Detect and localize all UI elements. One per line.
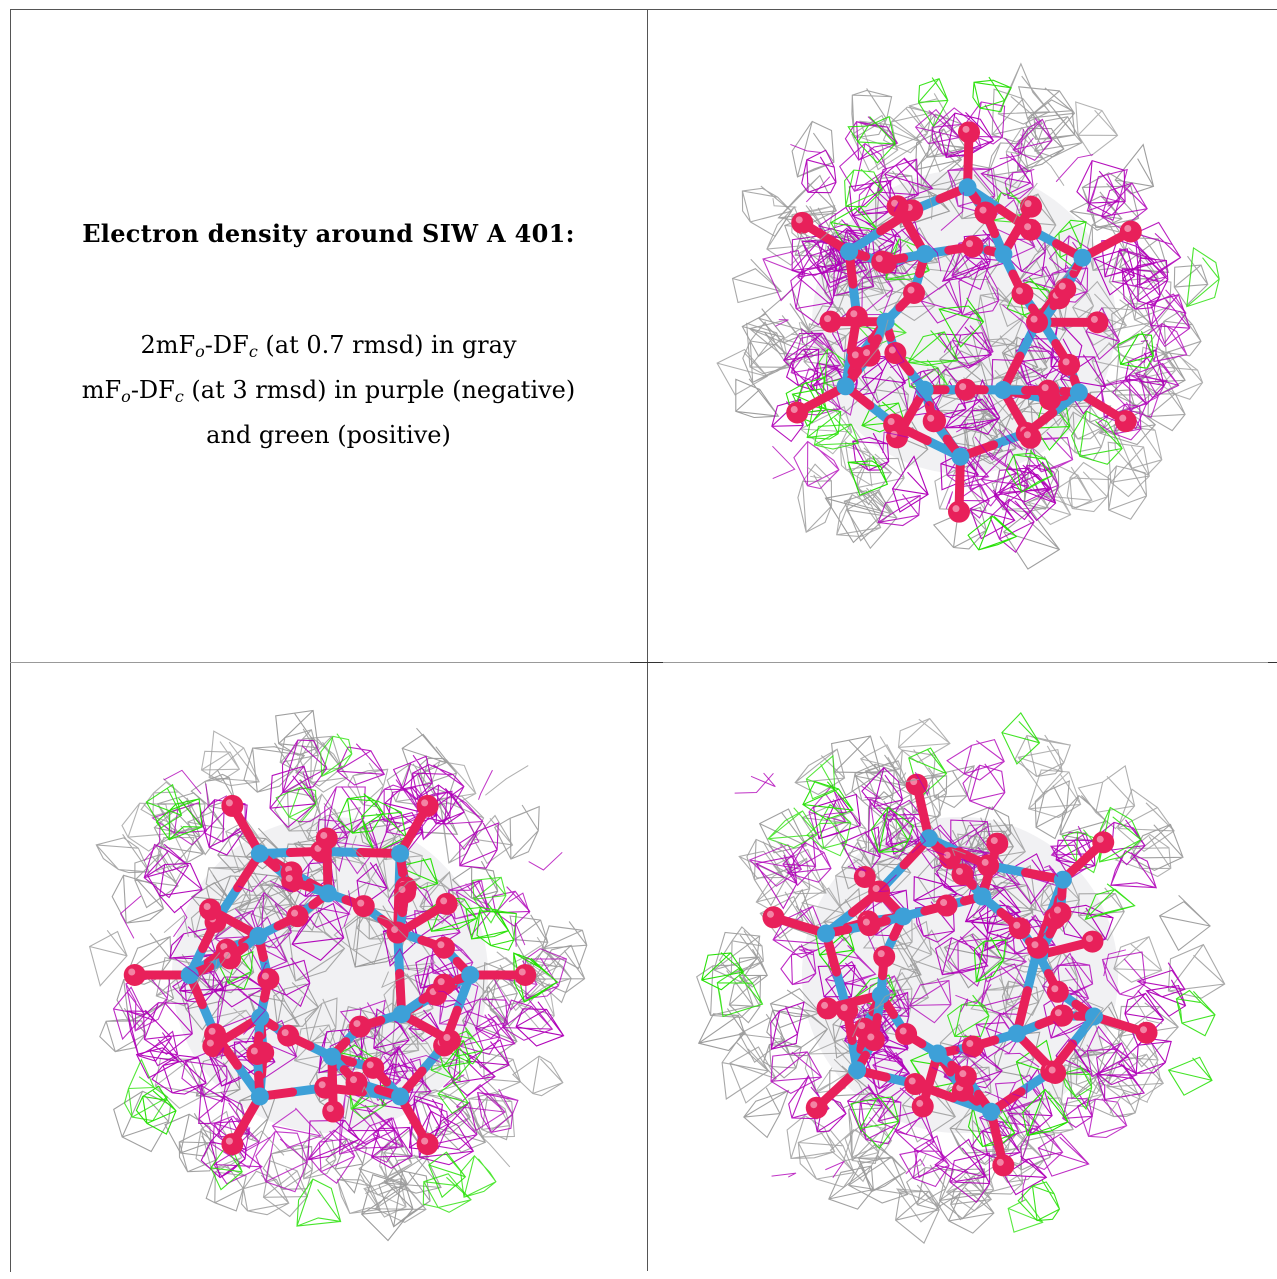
panel-title: Electron density around SIW A 401: — [82, 218, 575, 248]
molecule-render — [88, 709, 588, 1242]
density-view-top-right — [648, 10, 1277, 662]
density-view-bottom-right — [648, 663, 1277, 1271]
legend-line-green: and green (positive) — [206, 420, 451, 449]
divider-tick — [1268, 662, 1277, 663]
legend-panel: Electron density around SIW A 401: 2mFo-… — [10, 10, 647, 662]
molecule-render — [716, 62, 1220, 570]
vertical-divider — [647, 9, 648, 1271]
legend-line-fo-fc: mFo-DFc (at 3 rmsd) in purple (negative) — [81, 375, 576, 406]
figure-grid — [10, 9, 1277, 1272]
divider-tick — [630, 662, 663, 663]
density-view-bottom-left — [10, 663, 647, 1271]
molecule-render — [696, 712, 1226, 1244]
legend-line-2fo-fc: 2mFo-DFc (at 0.7 rmsd) in gray — [140, 330, 517, 361]
